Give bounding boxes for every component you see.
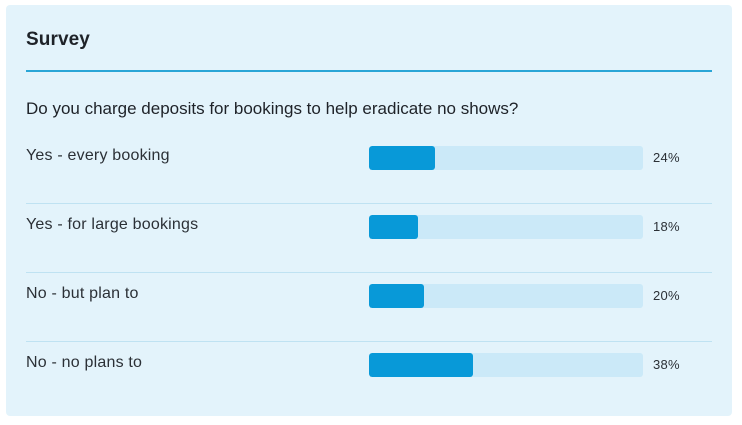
result-percent: 38% — [653, 357, 680, 372]
survey-question: Do you charge deposits for bookings to h… — [26, 99, 519, 118]
title-divider — [26, 70, 712, 72]
result-bar-track — [369, 146, 643, 170]
result-bar-fill — [369, 146, 435, 170]
result-percent: 20% — [653, 288, 680, 303]
option-row-0: Yes - every booking 24% — [26, 135, 712, 204]
option-label: No - no plans to — [26, 354, 143, 371]
result-bar-fill — [369, 284, 424, 308]
result-bar-track — [369, 353, 643, 377]
result-percent: 18% — [653, 219, 680, 234]
result-bar-fill — [369, 353, 474, 377]
survey-card: Survey Do you charge deposits for bookin… — [6, 5, 732, 416]
option-label: No - but plan to — [26, 285, 139, 302]
result-percent: 24% — [653, 150, 680, 165]
result-bar-fill — [369, 215, 419, 239]
result-bar-track — [369, 284, 643, 308]
option-label: Yes - every booking — [26, 147, 170, 164]
result-bar-track — [369, 215, 643, 239]
option-row-2: No - but plan to 20% — [26, 273, 712, 342]
option-row-1: Yes - for large bookings 18% — [26, 204, 712, 273]
option-label: Yes - for large bookings — [26, 216, 199, 233]
option-row-3: No - no plans to 38% — [26, 342, 712, 411]
survey-title: Survey — [26, 29, 90, 50]
